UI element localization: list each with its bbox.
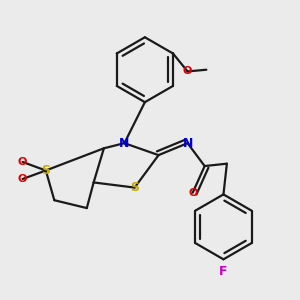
Text: S: S [130,181,139,194]
Text: O: O [183,66,192,76]
Text: O: O [188,188,197,198]
Text: O: O [18,174,27,184]
Text: N: N [119,137,130,150]
Text: O: O [18,157,27,167]
Text: S: S [41,164,50,177]
Text: F: F [219,266,228,278]
Text: N: N [182,137,193,150]
